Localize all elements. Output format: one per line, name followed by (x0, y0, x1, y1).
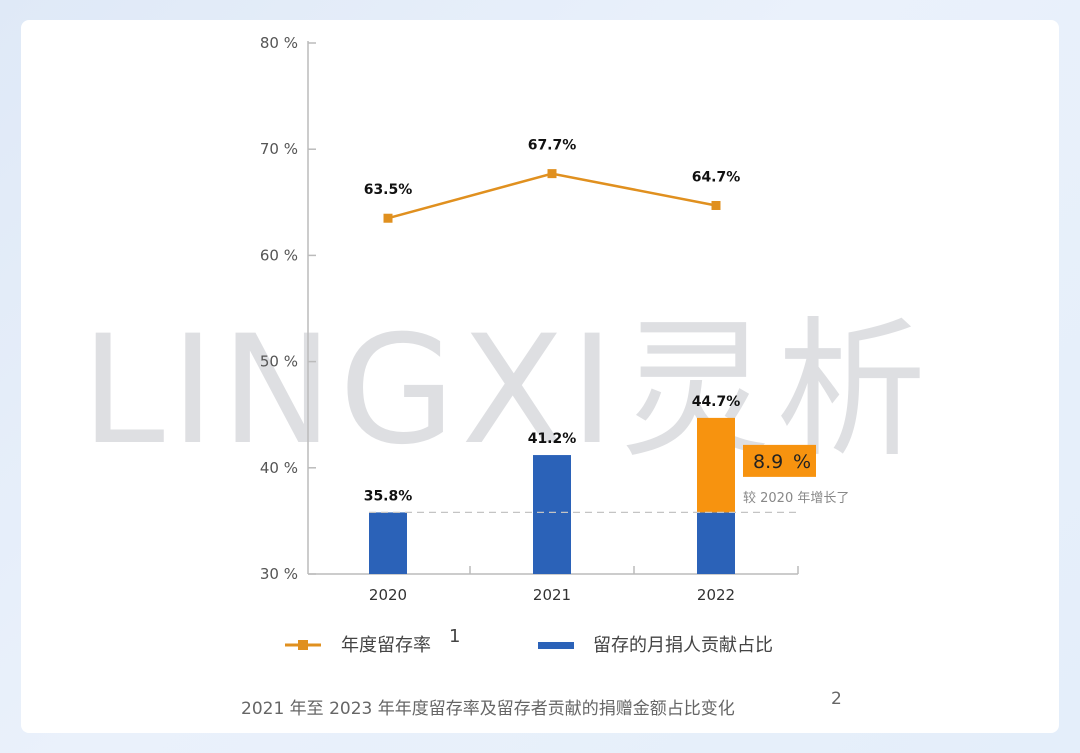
bar-value-label: 41.2% (528, 431, 577, 447)
bar-value-label: 44.7% (692, 394, 741, 410)
bar-value-label: 35.8% (364, 488, 413, 504)
legend-label-contribution: 留存的月捐人贡献占比 (593, 635, 773, 656)
increase-note: 较 2020 年增长了 (743, 491, 849, 506)
line-value-label: 67.7% (528, 138, 577, 154)
retention-line (387, 172, 717, 220)
y-tick-label: 60 % (260, 246, 298, 264)
legend-bar-swatch (538, 642, 574, 649)
chart-card: LINGXI灵析 30 % 40 % 50 % 60 % 70 % 80 % 2020 2021… (21, 20, 1059, 733)
bar-2021 (533, 455, 571, 574)
bar-2022-base (697, 512, 735, 574)
increase-unit: % (793, 451, 811, 473)
legend-superscript: 1 (449, 626, 460, 647)
x-category-label: 2020 (369, 586, 407, 604)
y-tick-label: 50 % (260, 353, 298, 371)
y-tick-label: 80 % (260, 34, 298, 52)
y-tick-label: 30 % (260, 565, 298, 583)
line-point-marker (547, 169, 557, 179)
increase-value: 8.9 (753, 451, 783, 473)
line-point-marker (711, 200, 721, 210)
y-tick-label: 40 % (260, 459, 298, 477)
y-tick-label: 70 % (260, 140, 298, 158)
caption-superscript: 2 (831, 689, 842, 709)
line-point-marker (383, 213, 393, 223)
increase-badge (743, 444, 816, 477)
legend-label-retention: 年度留存率 (341, 635, 431, 656)
line-value-label: 64.7% (692, 169, 741, 185)
bar-2022-increase (697, 417, 735, 513)
bar-2020 (369, 512, 407, 574)
chart-caption: 2021 年至 2023 年年度留存率及留存者贡献的捐赠金额占比变化 (241, 699, 735, 719)
x-category-label: 2021 (533, 586, 571, 604)
line-value-label: 63.5% (364, 182, 413, 198)
x-category-label: 2022 (697, 586, 735, 604)
legend-line-marker (298, 640, 308, 650)
